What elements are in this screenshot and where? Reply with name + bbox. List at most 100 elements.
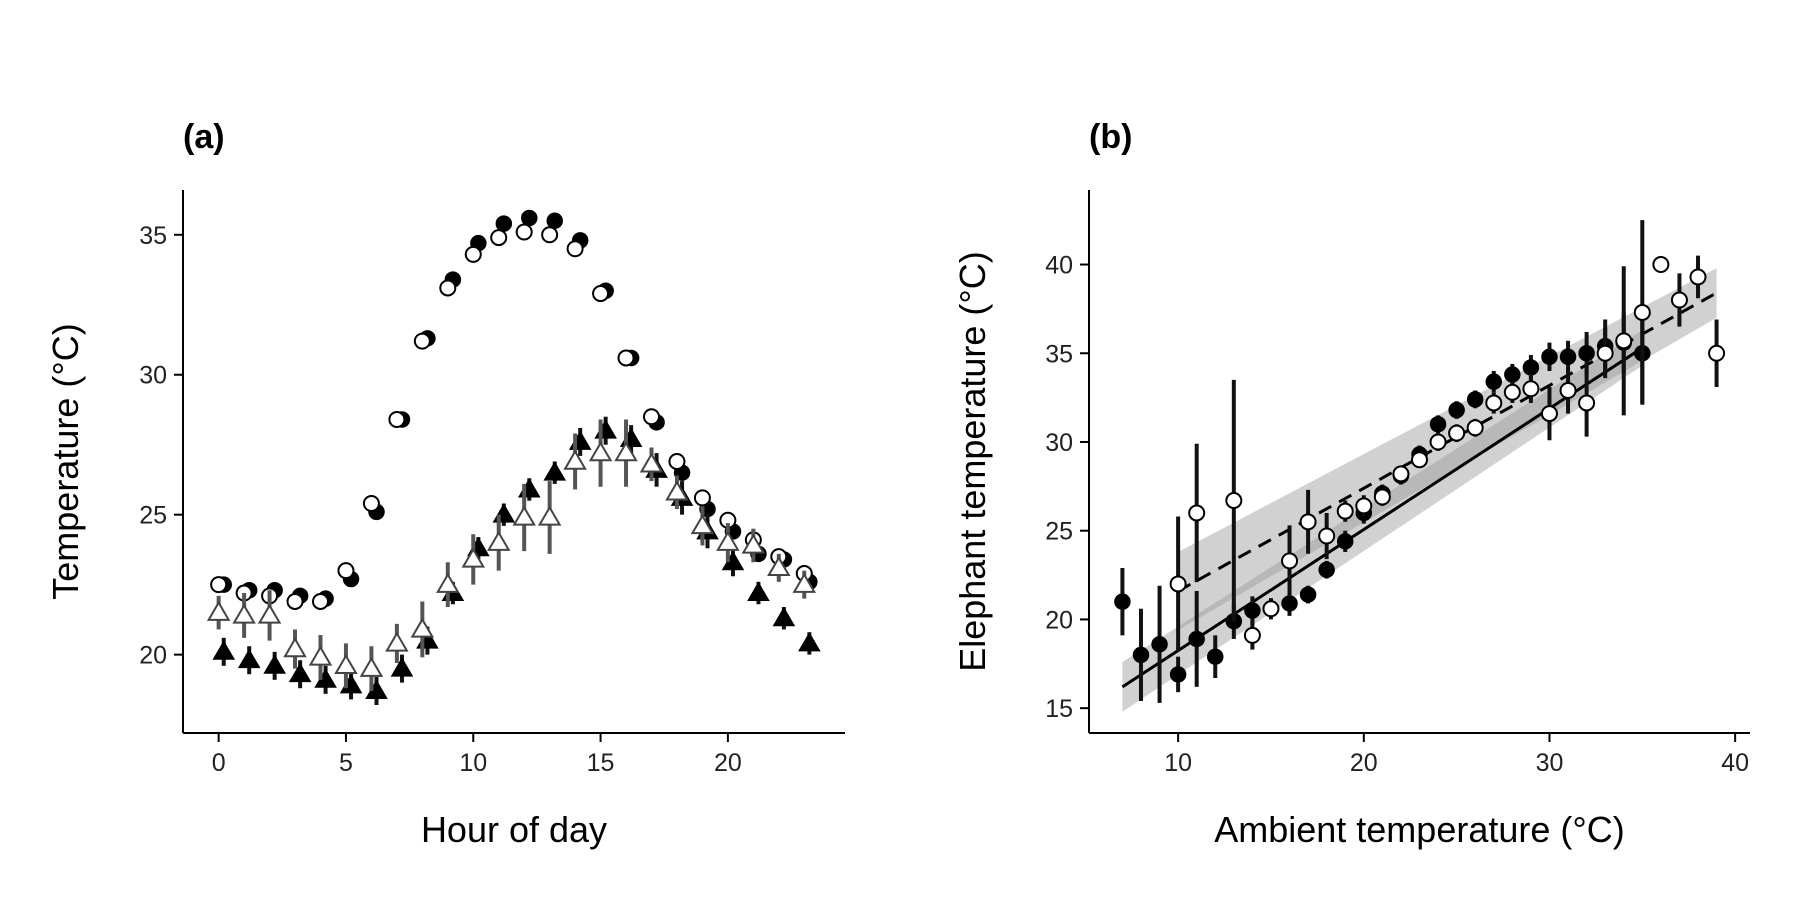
data-point-open-circle	[1689, 268, 1707, 286]
y-axis-title: Elephant temperature (°C)	[952, 251, 993, 672]
data-point-open-circle	[1670, 291, 1688, 309]
x-tick-label: 20	[714, 749, 742, 777]
data-point-open-triangle	[690, 513, 715, 535]
data-point-open-circle	[1299, 513, 1317, 531]
data-point-filled-circle	[1114, 593, 1131, 610]
data-point-open-circle	[1281, 552, 1299, 570]
data-point-open-triangle	[232, 603, 256, 624]
data-point-open-circle	[541, 226, 559, 244]
data-point-filled-triangle	[390, 657, 414, 677]
data-point-open-triangle	[614, 441, 638, 462]
data-point-open-circle	[1225, 492, 1243, 510]
data-point-open-triangle	[308, 645, 333, 666]
y-tick-label: 20	[139, 642, 167, 670]
x-tick-label: 15	[587, 749, 615, 777]
panel-label: (b)	[1089, 118, 1132, 156]
data-point-open-circle	[1318, 527, 1336, 545]
x-tick-label: 5	[339, 749, 353, 777]
data-point-open-triangle	[512, 505, 536, 526]
fit-line-solid	[1121, 346, 1644, 689]
data-point-open-circle	[1392, 465, 1410, 483]
y-tick-label: 35	[1045, 340, 1073, 368]
data-point-open-circle	[693, 489, 711, 507]
data-point-open-circle	[337, 562, 355, 580]
data-point-filled-circle	[1336, 533, 1354, 550]
y-tick-label: 40	[1045, 252, 1073, 280]
data-point-open-circle	[1559, 382, 1577, 400]
x-tick-label: 10	[1164, 749, 1192, 777]
panel-a: (a) 0 5 10 15 20 20 25 30 35 Hour of day Temperatur…	[45, 118, 845, 850]
x-tick-label: 0	[212, 749, 226, 777]
data-point-filled-circle	[1559, 348, 1577, 366]
data-point-open-triangle	[410, 617, 435, 638]
data-point-open-triangle	[486, 530, 511, 551]
data-point-filled-circle	[1244, 602, 1261, 619]
data-point-filled-circle	[1169, 666, 1187, 683]
data-point-open-circle	[439, 279, 457, 297]
data-point-open-circle	[617, 349, 635, 367]
y-tick-label: 30	[139, 362, 167, 390]
data-point-open-triangle	[206, 600, 231, 621]
data-point-open-circle	[668, 453, 686, 470]
data-point-open-triangle	[741, 533, 766, 554]
data-point-open-triangle	[767, 555, 791, 577]
data-point-filled-triangle	[212, 640, 236, 660]
data-point-open-triangle	[588, 441, 613, 462]
data-point-open-circle	[1633, 303, 1651, 321]
data-point-filled-circle	[1429, 415, 1447, 433]
data-point-open-circle	[1355, 497, 1373, 515]
data-point-open-circle	[388, 411, 406, 429]
data-point-open-circle	[362, 494, 380, 512]
data-point-open-triangle	[716, 530, 740, 551]
data-point-filled-triangle	[772, 606, 796, 627]
data-point-filled-circle	[1299, 586, 1317, 603]
data-point-open-circle	[642, 408, 660, 426]
data-point-open-circle	[1540, 405, 1558, 423]
data-point-open-triangle	[257, 603, 282, 624]
data-point-open-triangle	[359, 656, 384, 677]
data-point-open-circle	[1336, 502, 1354, 520]
data-point-filled-circle	[1151, 636, 1168, 653]
y-tick-label: 20	[1045, 606, 1073, 634]
data-point-filled-triangle	[543, 461, 567, 481]
data-point-open-circle	[1169, 575, 1187, 593]
data-point-filled-triangle	[237, 648, 261, 669]
y-tick-label: 25	[1045, 518, 1073, 546]
data-point-open-circle	[1411, 451, 1428, 469]
panel-b: (b) 10 20 30 40 15 20 25 30 35 40 Ambient temperatu…	[952, 118, 1750, 850]
data-point-filled-circle	[1541, 348, 1558, 366]
x-tick-label: 10	[459, 749, 487, 777]
data-point-open-circle	[413, 332, 431, 350]
data-point-open-circle	[1429, 433, 1447, 451]
data-point-open-circle	[1466, 419, 1484, 437]
data-point-filled-circle	[1207, 648, 1224, 665]
data-point-open-triangle	[436, 572, 460, 593]
data-point-filled-circle	[1522, 359, 1540, 376]
data-point-filled-circle	[1448, 401, 1465, 419]
data-point-filled-circle	[1466, 391, 1484, 408]
data-point-open-triangle	[334, 653, 358, 675]
data-point-filled-circle	[1318, 561, 1335, 578]
data-point-filled-circle	[1578, 345, 1595, 362]
y-axis-title: Temperature (°C)	[45, 323, 86, 599]
x-tick-label: 30	[1536, 749, 1564, 777]
data-point-open-circle	[1188, 504, 1206, 522]
data-point-open-circle	[1615, 332, 1633, 350]
data-point-filled-circle	[1504, 366, 1521, 383]
data-point-filled-triangle	[798, 631, 821, 652]
data-point-open-triangle	[283, 637, 307, 658]
data-point-open-circle	[1596, 344, 1614, 362]
data-point-open-circle	[1262, 600, 1280, 618]
panel-label: (a)	[183, 118, 225, 156]
data-point-open-triangle	[385, 631, 409, 652]
data-point-filled-triangle	[263, 654, 286, 674]
y-tick-label: 15	[1045, 695, 1073, 723]
data-point-open-circle	[464, 245, 482, 263]
data-point-filled-triangle	[747, 581, 770, 602]
x-tick-label: 20	[1350, 749, 1378, 777]
data-point-filled-circle	[1281, 595, 1298, 612]
data-point-filled-triangle	[288, 662, 312, 683]
data-point-open-circle	[1652, 256, 1670, 274]
data-point-open-triangle	[665, 480, 689, 501]
